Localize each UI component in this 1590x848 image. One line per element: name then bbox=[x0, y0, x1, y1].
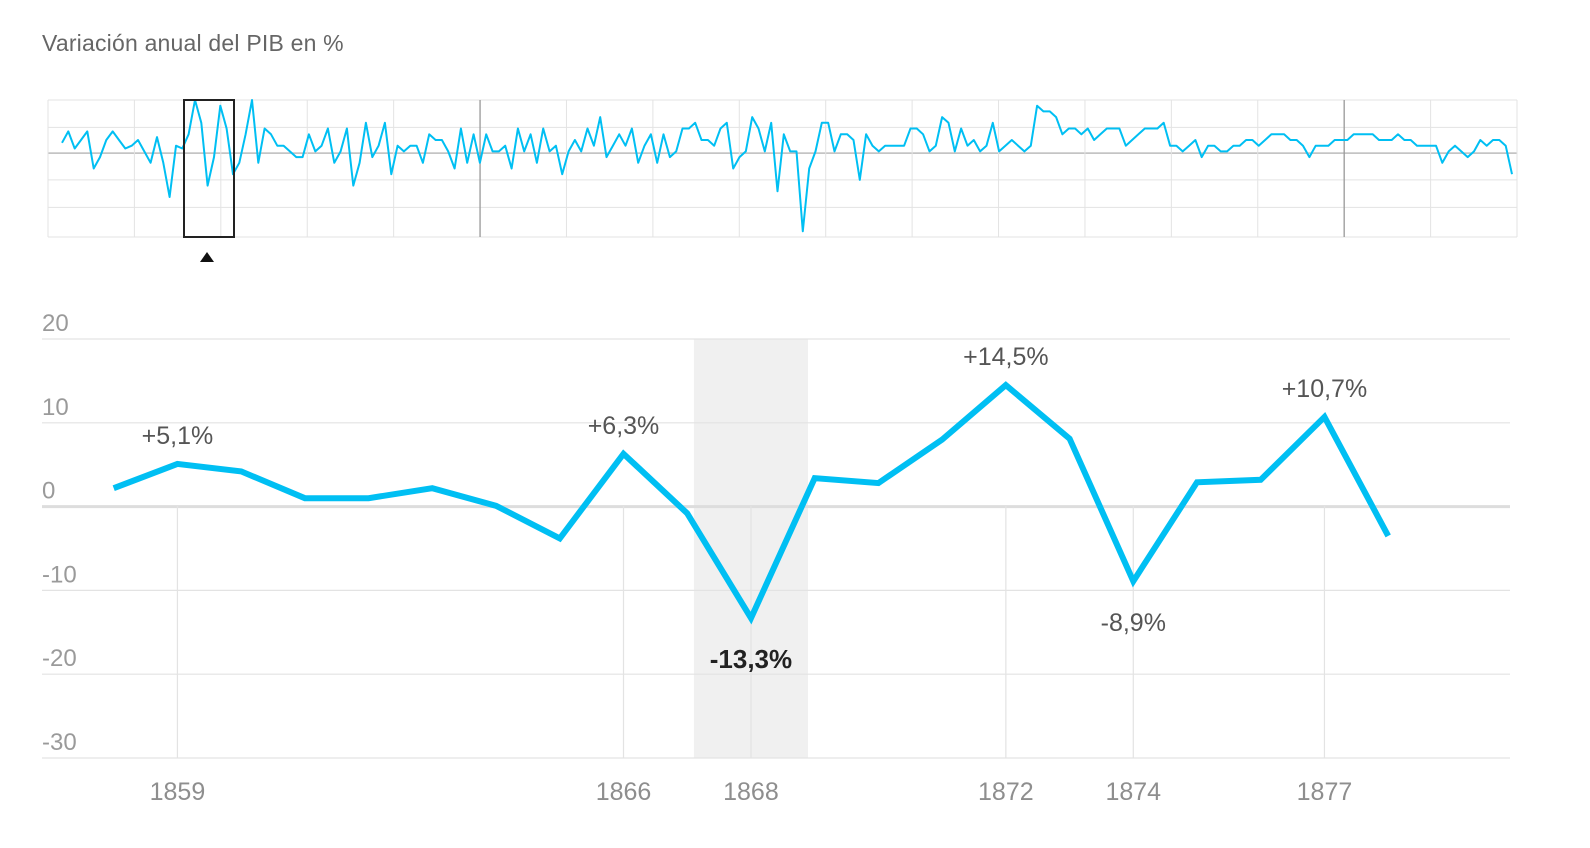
x-tick-label: 1872 bbox=[978, 778, 1034, 806]
detail-chart: 20 10 0 -10 -20 -30 1859 1866 1868 1872 1874 1877 +5… bbox=[42, 310, 1510, 806]
y-tick-label: -20 bbox=[42, 645, 77, 672]
data-label: +14,5% bbox=[963, 343, 1049, 371]
y-tick-label: -30 bbox=[42, 729, 77, 756]
data-label: +6,3% bbox=[588, 412, 660, 440]
overview-series-line bbox=[61, 99, 1513, 233]
data-label: +5,1% bbox=[142, 422, 214, 450]
x-tick-label: 1866 bbox=[596, 778, 652, 806]
data-label: -13,3% bbox=[710, 644, 792, 674]
chart-title: Variación anual del PIB en % bbox=[42, 30, 344, 56]
y-tick-label: 20 bbox=[42, 310, 69, 337]
overview-brush-window[interactable] bbox=[183, 99, 235, 238]
data-label: -8,9% bbox=[1101, 609, 1166, 637]
gdp-series-line bbox=[112, 381, 1391, 625]
y-tick-label: -10 bbox=[42, 561, 77, 588]
data-label: +10,7% bbox=[1282, 375, 1368, 403]
x-tick-label: 1859 bbox=[150, 778, 206, 806]
x-tick-label: 1877 bbox=[1297, 778, 1353, 806]
brush-handle-icon[interactable] bbox=[200, 252, 214, 262]
x-tick-label: 1868 bbox=[723, 778, 779, 806]
overview-chart[interactable] bbox=[47, 99, 1518, 262]
y-tick-label: 0 bbox=[42, 478, 55, 505]
x-tick-label: 1874 bbox=[1105, 778, 1161, 806]
y-tick-label: 10 bbox=[42, 394, 69, 421]
